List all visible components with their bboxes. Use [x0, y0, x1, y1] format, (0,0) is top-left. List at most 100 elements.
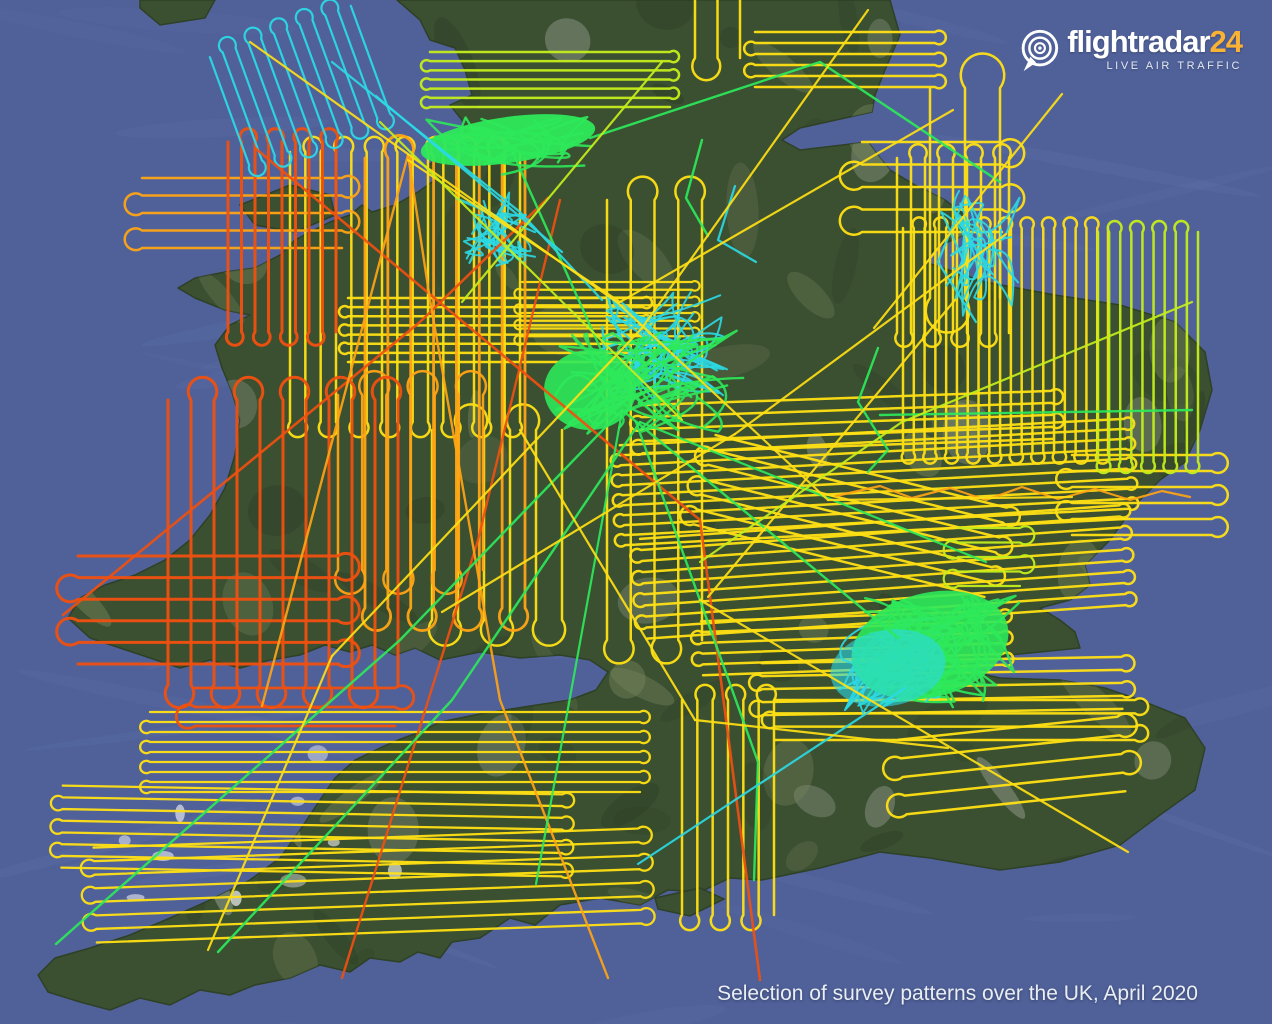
survey-pattern-track [79, 825, 656, 944]
survey-pattern-track [48, 784, 576, 879]
loiter-scribble-track [952, 201, 996, 300]
cloud [230, 890, 242, 907]
transit-flight-track [620, 408, 900, 640]
terrain-patch [1149, 316, 1191, 383]
survey-pattern-track [629, 502, 1138, 640]
transit-flight-track [900, 300, 1194, 424]
terrain-patch [922, 345, 966, 392]
transit-flight-track [640, 8, 870, 330]
terrain-patch [852, 363, 930, 427]
terrain-patch [1059, 669, 1132, 738]
transit-flight-track [216, 420, 642, 954]
flight-tracks-layer [48, 0, 1229, 982]
transit-flight-track [616, 301, 830, 502]
sea-streak [0, 5, 186, 54]
loiter-scribble-track [477, 214, 513, 264]
survey-pattern-track [224, 127, 340, 347]
terrain-patch [268, 549, 334, 593]
survey-pattern-track [924, 52, 1006, 334]
sea-streak [17, 669, 286, 728]
terrain-patch [793, 784, 836, 818]
sea-streak [721, 904, 903, 965]
terrain-patch [313, 910, 359, 965]
radar-tail [1023, 56, 1037, 72]
transit-flight-track [684, 138, 710, 238]
loiter-scribble-track [609, 294, 722, 324]
sea-streak [1049, 165, 1272, 222]
terrain-patch [600, 783, 660, 829]
terrain-patch [832, 227, 859, 304]
survey-pattern-track [894, 142, 1012, 349]
logo-word-flight: flightradar [1067, 24, 1210, 59]
transit-flight-track [206, 654, 334, 952]
cloud [307, 745, 328, 763]
terrain-patch [247, 485, 307, 536]
dense-track-cluster [420, 114, 596, 166]
transit-flight-track [834, 484, 1192, 502]
transit-flight-track [698, 598, 1130, 854]
survey-pattern-track [1095, 219, 1201, 475]
transit-flight-track [936, 194, 978, 324]
terrain-patch [257, 837, 323, 892]
transit-flight-track [330, 326, 644, 658]
survey-pattern-track [419, 49, 681, 110]
transit-flight-track [588, 60, 1002, 184]
survey-pattern-track [678, 683, 778, 932]
island-isle-of-man-tip [139, 0, 216, 26]
survey-pattern-track [337, 295, 654, 365]
transit-flight-track [406, 153, 610, 980]
survey-pattern-track [679, 433, 1021, 599]
logo-word-24: 24 [1209, 24, 1243, 59]
transit-flight-track [340, 198, 562, 980]
sea-streak [932, 134, 1261, 197]
terrain-patch [1183, 391, 1206, 444]
survey-pattern-track [602, 175, 707, 665]
transit-flight-track [636, 686, 907, 866]
transit-flight-track [872, 92, 1064, 330]
survey-pattern-track [838, 138, 1026, 236]
survey-pattern-track [942, 525, 1036, 589]
survey-pattern-track [742, 29, 948, 90]
survey-pattern-track [138, 709, 652, 795]
terrain-patch [864, 785, 896, 828]
logo-tagline: LIVE AIR TRAFFIC [1106, 60, 1242, 72]
loiter-scribble-track [455, 197, 537, 258]
terrain-patch [319, 772, 384, 823]
island-isle-of-wight [654, 887, 726, 917]
logo-wordmark: flightradar24 [1067, 24, 1243, 59]
survey-pattern-track [163, 375, 403, 710]
dense-track-cluster [830, 629, 946, 707]
terrain-patch [860, 830, 904, 853]
loiter-scribble-track [570, 333, 681, 432]
transit-flight-track [378, 120, 684, 422]
transit-flight-track [518, 428, 697, 722]
sea-streak [1022, 913, 1137, 923]
transit-flight-track [856, 346, 890, 474]
cloud [118, 835, 131, 846]
terrain-patch [720, 26, 742, 49]
terrain-patch [787, 271, 835, 319]
cloud [175, 804, 185, 823]
flightradar24-logo: flightradar24 LIVE AIR TRAFFIC [1015, 24, 1243, 74]
survey-pattern-track [208, 0, 395, 178]
terrain-patch [636, 0, 694, 30]
loiter-scribble-track [607, 300, 709, 371]
survey-pattern-track [691, 0, 742, 82]
flightradar24-radar-icon [1021, 29, 1059, 72]
terrain-patch [1134, 741, 1172, 780]
sea-streak [24, 710, 323, 751]
terrain-patch [609, 660, 646, 699]
transit-flight-track [260, 153, 410, 708]
transit-flight-track [698, 420, 904, 564]
terrain-patch [838, 0, 860, 55]
transit-flight-track [534, 410, 624, 886]
terrain-patch [198, 270, 245, 323]
loiter-scribble-track [949, 196, 1020, 303]
transit-flight-track [638, 420, 988, 564]
transit-flight-track [618, 108, 955, 304]
terrain-patch [617, 577, 680, 624]
transit-flight-track [634, 420, 760, 882]
terrain-patch [367, 797, 419, 864]
